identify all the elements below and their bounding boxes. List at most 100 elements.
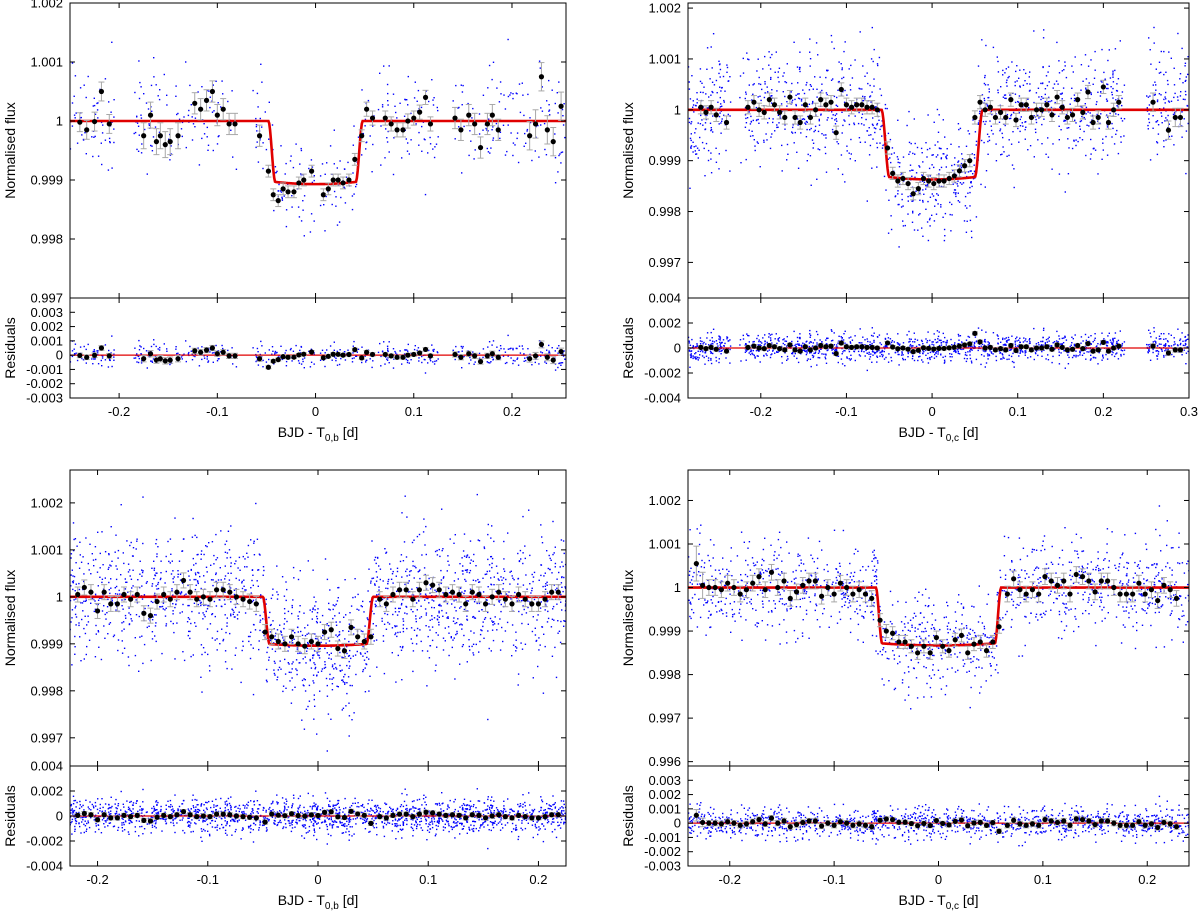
- raw-point: [701, 82, 703, 84]
- binned-residual-point: [1048, 346, 1055, 352]
- binned-point: [708, 100, 715, 115]
- raw-point: [768, 51, 770, 53]
- raw-point: [933, 220, 936, 222]
- raw-point: [354, 578, 356, 580]
- raw-point: [182, 582, 184, 584]
- raw-point: [199, 599, 201, 602]
- raw-point: [1043, 118, 1045, 120]
- raw-residual-point: [909, 351, 911, 353]
- raw-point: [710, 94, 712, 96]
- raw-point: [168, 560, 170, 563]
- raw-residual-point: [848, 337, 850, 339]
- raw-point: [1035, 92, 1038, 94]
- raw-residual-point: [874, 352, 876, 355]
- raw-residual-point: [371, 366, 373, 369]
- binned-residual-point: [817, 342, 824, 349]
- raw-point: [987, 97, 989, 99]
- raw-residual-point: [1052, 342, 1054, 344]
- raw-point: [709, 122, 712, 124]
- raw-point: [834, 114, 836, 117]
- raw-point: [940, 206, 942, 208]
- y-tick-label: 0.998: [648, 204, 681, 219]
- raw-point: [1079, 128, 1081, 130]
- raw-residual-point: [100, 359, 102, 362]
- raw-residual-point: [844, 330, 846, 332]
- binned-point: [817, 92, 824, 107]
- binned-point: [771, 97, 778, 112]
- x-axis-label: BJD - T0,c [d]: [898, 424, 978, 444]
- raw-point: [837, 81, 840, 83]
- y-axis-label: Normalised flux: [2, 102, 18, 198]
- raw-point: [216, 557, 219, 559]
- raw-point: [292, 599, 294, 601]
- raw-residual-point: [772, 349, 774, 351]
- raw-residual-point: [381, 351, 384, 353]
- raw-point: [479, 640, 481, 643]
- raw-residual-point: [969, 354, 971, 356]
- raw-residual-point: [1037, 354, 1039, 357]
- raw-point: [207, 604, 209, 607]
- raw-residual-point: [1100, 348, 1102, 350]
- raw-residual-point: [703, 356, 705, 359]
- raw-point: [1059, 93, 1062, 95]
- raw-point: [306, 650, 308, 652]
- binned-point: [399, 122, 406, 138]
- raw-point: [763, 141, 765, 143]
- raw-point: [1074, 119, 1076, 121]
- raw-residual-point: [1181, 354, 1183, 356]
- raw-point: [230, 613, 232, 615]
- raw-residual-point: [791, 352, 793, 355]
- raw-point: [872, 117, 874, 119]
- raw-point: [1081, 139, 1084, 141]
- raw-residual-point: [843, 349, 845, 352]
- raw-residual-point: [748, 352, 750, 354]
- raw-residual-point: [1067, 354, 1069, 356]
- raw-residual-point: [97, 350, 99, 352]
- raw-point: [936, 108, 939, 111]
- raw-residual-point: [756, 337, 758, 340]
- raw-point: [1160, 112, 1162, 114]
- raw-point: [405, 138, 407, 140]
- raw-residual-point: [837, 361, 839, 364]
- binned-point: [191, 92, 198, 115]
- raw-residual-point: [386, 345, 389, 347]
- raw-point: [288, 646, 290, 648]
- raw-residual-point: [944, 336, 946, 339]
- raw-residual-point: [274, 350, 277, 353]
- raw-point: [794, 98, 796, 101]
- raw-residual-point: [986, 353, 989, 355]
- x-tick-label: 0.1: [405, 404, 423, 419]
- raw-point: [1008, 139, 1010, 141]
- raw-point: [425, 625, 427, 627]
- raw-residual-point: [757, 344, 759, 346]
- binned-point: [781, 110, 788, 125]
- binned-residual-point: [1028, 347, 1035, 353]
- raw-point: [560, 151, 562, 154]
- binned-residual-point: [797, 348, 804, 354]
- raw-residual-point: [1160, 333, 1162, 335]
- raw-point: [690, 147, 692, 149]
- raw-point: [755, 119, 758, 122]
- raw-point: [1160, 50, 1162, 53]
- binned-point: [162, 131, 169, 159]
- raw-point: [482, 129, 484, 131]
- raw-point: [419, 577, 421, 580]
- raw-residual-point: [957, 333, 960, 336]
- raw-point: [984, 74, 986, 77]
- raw-point: [871, 91, 873, 93]
- raw-residual-point: [951, 353, 953, 355]
- raw-residual-point: [950, 360, 952, 362]
- raw-point: [386, 598, 389, 600]
- raw-point: [278, 666, 281, 669]
- raw-point: [291, 663, 293, 665]
- raw-residual-point: [1185, 363, 1187, 365]
- raw-point: [172, 581, 175, 583]
- raw-point: [265, 148, 268, 151]
- raw-point: [230, 562, 232, 564]
- raw-residual-point: [1123, 349, 1126, 351]
- raw-point: [433, 97, 435, 99]
- raw-residual-point: [846, 356, 848, 358]
- raw-point: [923, 181, 926, 183]
- raw-point: [105, 618, 107, 620]
- raw-residual-point: [943, 362, 946, 364]
